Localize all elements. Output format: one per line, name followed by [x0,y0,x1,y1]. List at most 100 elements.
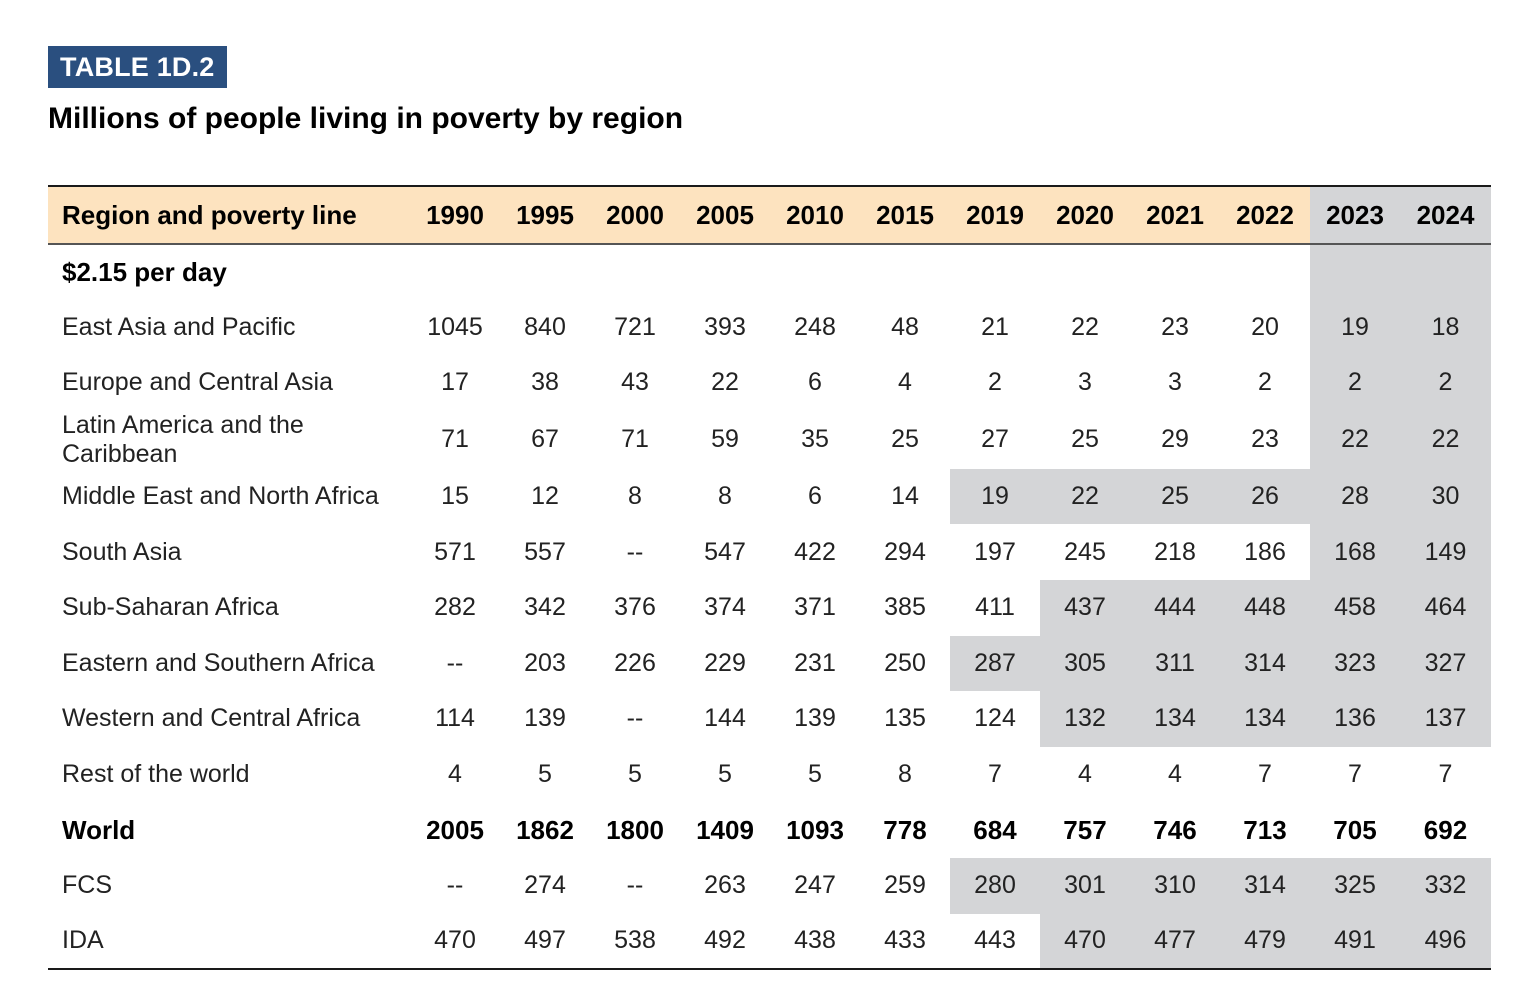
table-cell: 4 [448,760,462,789]
table-cell: 557 [524,537,566,566]
table-cell: -- [446,871,464,900]
table-cell: 135 [884,704,926,733]
column-header-2010: 2010 [770,185,860,245]
table-cell: 282 [434,593,476,622]
table-cell: 203 [524,648,566,677]
table-cell: 2 [988,368,1002,397]
table-cell: 8 [718,482,732,511]
table-row: East Asia and Pacific 1045 840 721 393 2… [48,299,1491,356]
row-label: Eastern and Southern Africa [62,648,375,677]
table-cell: 393 [704,312,746,341]
column-header-2000: 2000 [590,185,680,245]
table-cell: 136 [1310,691,1400,747]
table-cell: 438 [770,913,860,971]
table-cell: 538 [590,913,680,971]
table-cell: 2 [1400,355,1491,411]
table-cell: 248 [794,312,836,341]
table-cell: 692 [1423,814,1468,845]
table-cell: 19 [950,468,1040,525]
table-cell: 59 [711,425,739,454]
table-cell: 25 [1071,425,1099,454]
table-cell: 19 [1310,299,1400,356]
table-cell: 22 [1400,410,1491,469]
row-label: Rest of the world [62,760,250,789]
table-cell: 342 [524,593,566,622]
table-cell: 71 [621,425,649,454]
table-cell: 1409 [696,814,754,845]
table-cell: 22 [1071,312,1099,341]
column-header-2019: 2019 [950,185,1040,245]
table-cell: 3 [1078,368,1092,397]
table-cell: 15 [441,482,469,511]
column-header-2005: 2005 [680,185,770,245]
table-cell: 301 [1040,857,1130,914]
table-cell: -- [626,537,644,566]
table-cell: 7 [988,760,1002,789]
table-cell: 458 [1310,579,1400,636]
table-cell: 26 [1220,468,1310,525]
table-cell: 43 [621,368,649,397]
table-cell: 23 [1161,312,1189,341]
table-cell: 311 [1130,635,1220,692]
table-cell: 3 [1168,368,1182,397]
table-cell: 5 [808,760,822,789]
table-cell: 1862 [516,814,574,845]
table-row: Europe and Central Asia 17 38 43 22 6 4 … [48,355,1491,411]
table-cell: 7 [1258,760,1272,789]
row-label: Latin America and the Caribbean [62,410,304,468]
table-cell: 5 [538,760,552,789]
table-cell: 229 [704,648,746,677]
table-cell: 139 [794,704,836,733]
table-cell: -- [626,871,644,900]
table-cell: 144 [704,704,746,733]
table-cell: 4 [1078,760,1092,789]
table-cell: 22 [711,368,739,397]
table-cell: -- [626,704,644,733]
table-cell: 305 [1040,635,1130,692]
table-cell: 294 [884,537,926,566]
table-cell: 437 [1040,579,1130,636]
table-cell: 470 [1040,913,1130,971]
table-cell: 325 [1310,857,1400,914]
table-cell: 218 [1154,537,1196,566]
table-cell: 8 [628,482,642,511]
table-cell: 25 [1130,468,1220,525]
table-cell: 323 [1310,635,1400,692]
table-title: Millions of people living in poverty by … [48,102,684,135]
table-row: Latin America and the Caribbean 71 67 71… [48,410,1491,469]
table-cell: 226 [614,648,656,677]
table-cell: 22 [1040,468,1130,525]
table-row: Sub-Saharan Africa 282 342 376 374 371 3… [48,579,1491,636]
table-cell: 4 [898,368,912,397]
row-label: IDA [48,913,410,971]
table-cell: 114 [435,704,475,733]
table-cell: 134 [1130,691,1220,747]
table-cell: 840 [524,312,566,341]
table-cell: 374 [704,593,746,622]
table-row: FCS -- 274 -- 263 247 259 280 301 310 31… [48,857,1491,914]
table-row: Eastern and Southern Africa -- 203 226 2… [48,635,1491,692]
table-cell: 1800 [606,814,664,845]
table-cell: 132 [1040,691,1130,747]
header-row: Region and poverty line 1990 1995 2000 2… [48,185,1491,245]
table-cell: 411 [975,593,1015,622]
row-label: Middle East and North Africa [62,482,379,511]
table-cell: 327 [1400,635,1491,692]
column-header-2024: 2024 [1400,185,1491,245]
table-row: South Asia 571 557 -- 547 422 294 197 24… [48,524,1491,580]
table-cell: 30 [1400,468,1491,525]
table-cell: 314 [1220,857,1310,914]
column-header-1990: 1990 [410,185,500,245]
table-cell: 2 [1258,368,1272,397]
table-cell: 263 [704,871,746,900]
table-cell: 6 [808,368,822,397]
table-cell: 22 [1310,410,1400,469]
table-cell: 477 [1130,913,1220,971]
table-cell: 713 [1243,814,1287,845]
table-cell: 245 [1064,537,1106,566]
table-cell: 470 [410,913,500,971]
table-cell: 310 [1130,857,1220,914]
table-cell: 134 [1220,691,1310,747]
table-row: Rest of the world 4 5 5 5 5 8 7 4 4 7 7 … [48,747,1491,803]
table-cell: 231 [794,648,836,677]
